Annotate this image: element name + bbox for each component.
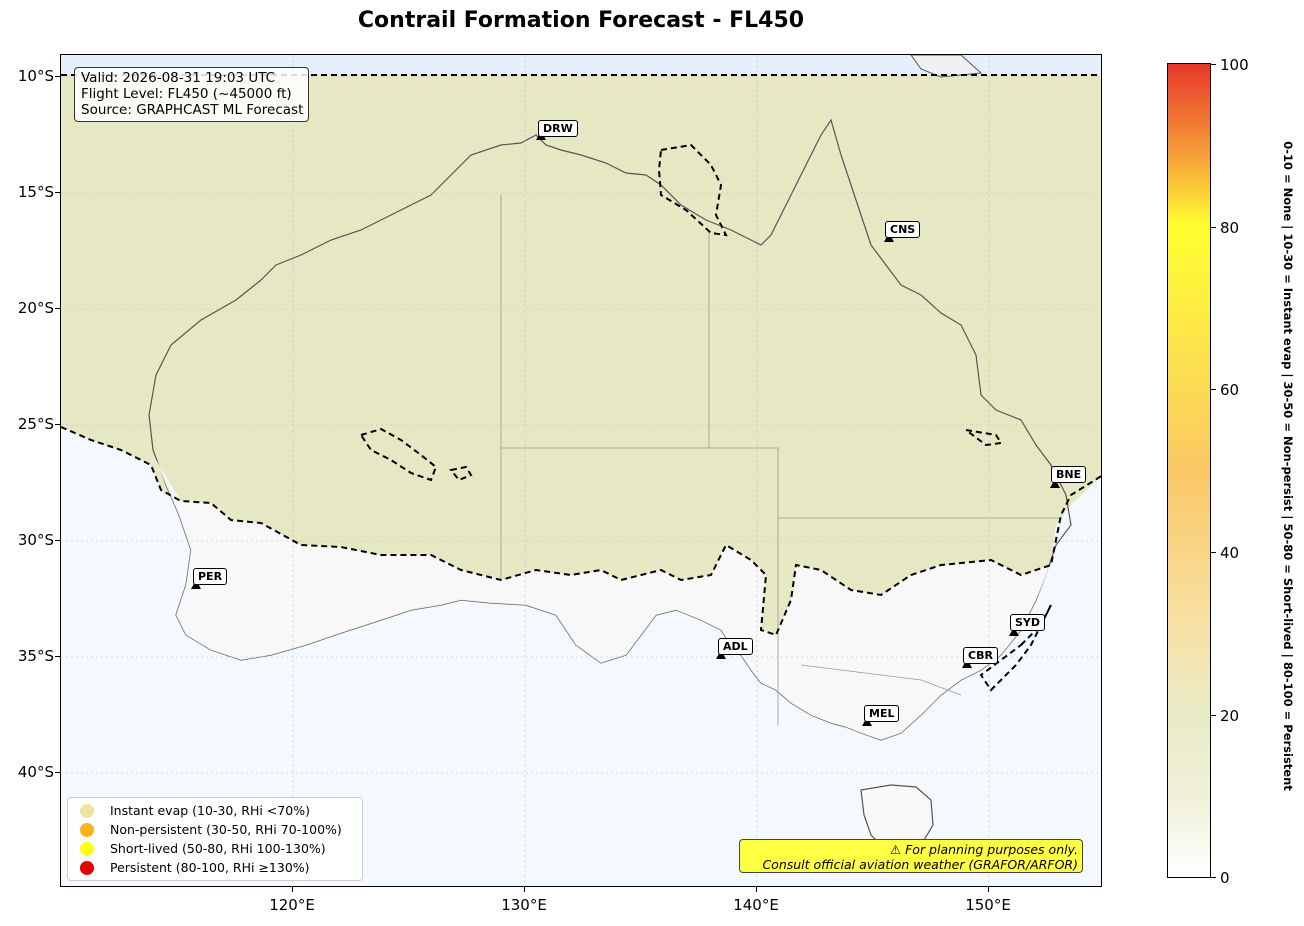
lat-tick-mark — [55, 424, 60, 425]
legend-item: Short-lived (50-80, RHi 100-130%) — [80, 841, 326, 856]
lat-tick-label: 35°S — [17, 647, 54, 665]
colorbar-axis-label: 0-10 = None | 10-30 = Instant evap | 30-… — [1281, 141, 1295, 791]
city-marker-syd — [1009, 627, 1019, 636]
colorbar-tick — [1211, 877, 1216, 878]
lat-tick-label: 15°S — [17, 183, 54, 201]
lon-tick-label: 130°E — [501, 896, 547, 914]
lat-tick-label: 40°S — [17, 763, 54, 781]
lat-tick-mark — [55, 308, 60, 309]
legend-label: Persistent (80-100, RHi ≥130%) — [110, 860, 310, 875]
disclaimer-line: Consult official aviation weather (GRAFO… — [762, 857, 1078, 872]
legend: Instant evap (10-30, RHi <70%) Non-persi… — [67, 797, 363, 881]
lat-tick-mark — [55, 76, 60, 77]
legend-dot-icon — [80, 841, 94, 856]
valid-time: Valid: 2026-08-31 19:03 UTC — [81, 70, 276, 86]
disclaimer-line: ⚠ For planning purposes only. — [890, 842, 1078, 857]
lon-tick-label: 120°E — [269, 896, 315, 914]
southern-land — [153, 455, 1051, 740]
city-label-cns[interactable]: CNS — [885, 221, 921, 238]
legend-item: Instant evap (10-30, RHi <70%) — [80, 803, 310, 818]
legend-item: Persistent (80-100, RHi ≥130%) — [80, 860, 310, 875]
legend-label: Instant evap (10-30, RHi <70%) — [110, 803, 310, 818]
lon-tick-mark — [292, 887, 293, 892]
colorbar-tick-label: 80 — [1220, 219, 1240, 237]
city-label-bne[interactable]: BNE — [1051, 466, 1087, 483]
lat-tick-label: 25°S — [17, 415, 54, 433]
contrail-zone-shading — [61, 75, 1101, 635]
australia-coastline — [148, 118, 1072, 741]
colorbar-tick — [1211, 64, 1216, 65]
lon-tick-mark — [988, 887, 989, 892]
lat-tick-mark — [55, 772, 60, 773]
lon-tick-mark — [756, 887, 757, 892]
legend-item: Non-persistent (30-50, RHi 70-100%) — [80, 822, 342, 837]
disclaimer-box: ⚠ For planning purposes only. Consult of… — [739, 839, 1083, 873]
city-label-syd[interactable]: SYD — [1010, 614, 1046, 631]
lat-tick-label: 10°S — [17, 67, 54, 85]
legend-dot-icon — [80, 822, 94, 837]
forecast-source: Source: GRAPHCAST ML Forecast — [81, 102, 304, 118]
lon-tick-mark — [524, 887, 525, 892]
lon-tick-label: 140°E — [733, 896, 779, 914]
colorbar-tick-label: 60 — [1220, 381, 1240, 399]
forecast-info-box: Valid: 2026-08-31 19:03 UTC Flight Level… — [74, 67, 310, 122]
legend-dot-icon — [80, 860, 94, 875]
lon-tick-label: 150°E — [965, 896, 1011, 914]
city-label-adl[interactable]: ADL — [718, 638, 753, 655]
city-label-per[interactable]: PER — [193, 568, 228, 585]
gridlines — [61, 55, 1101, 886]
city-label-cbr[interactable]: CBR — [963, 647, 998, 664]
colorbar-tick — [1211, 715, 1216, 716]
lat-tick-mark — [55, 540, 60, 541]
north-band — [61, 55, 1101, 75]
colorbar-tick — [1211, 389, 1216, 390]
lat-tick-mark — [55, 192, 60, 193]
colorbar-tick — [1211, 552, 1216, 553]
chart-title: Contrail Formation Forecast - FL450 — [357, 8, 805, 33]
colorbar-tick-label: 100 — [1220, 56, 1249, 74]
map-area[interactable] — [60, 54, 1102, 887]
lat-tick-label: 20°S — [17, 299, 54, 317]
city-marker-bne — [1050, 479, 1060, 488]
city-label-drw[interactable]: DRW — [538, 120, 578, 137]
map-svg — [61, 55, 1101, 886]
city-label-mel[interactable]: MEL — [864, 705, 900, 722]
lat-tick-label: 30°S — [17, 531, 54, 549]
colorbar-tick — [1211, 227, 1216, 228]
lat-tick-mark — [55, 656, 60, 657]
legend-label: Short-lived (50-80, RHi 100-130%) — [110, 841, 326, 856]
colorbar-tick-label: 40 — [1220, 544, 1240, 562]
colorbar-tick-label: 20 — [1220, 707, 1240, 725]
flight-level: Flight Level: FL450 (~45000 ft) — [81, 86, 292, 102]
legend-label: Non-persistent (30-50, RHi 70-100%) — [110, 822, 342, 837]
legend-dot-icon — [80, 803, 94, 818]
colorbar-tick-label: 0 — [1220, 869, 1230, 887]
colorbar — [1167, 63, 1211, 878]
